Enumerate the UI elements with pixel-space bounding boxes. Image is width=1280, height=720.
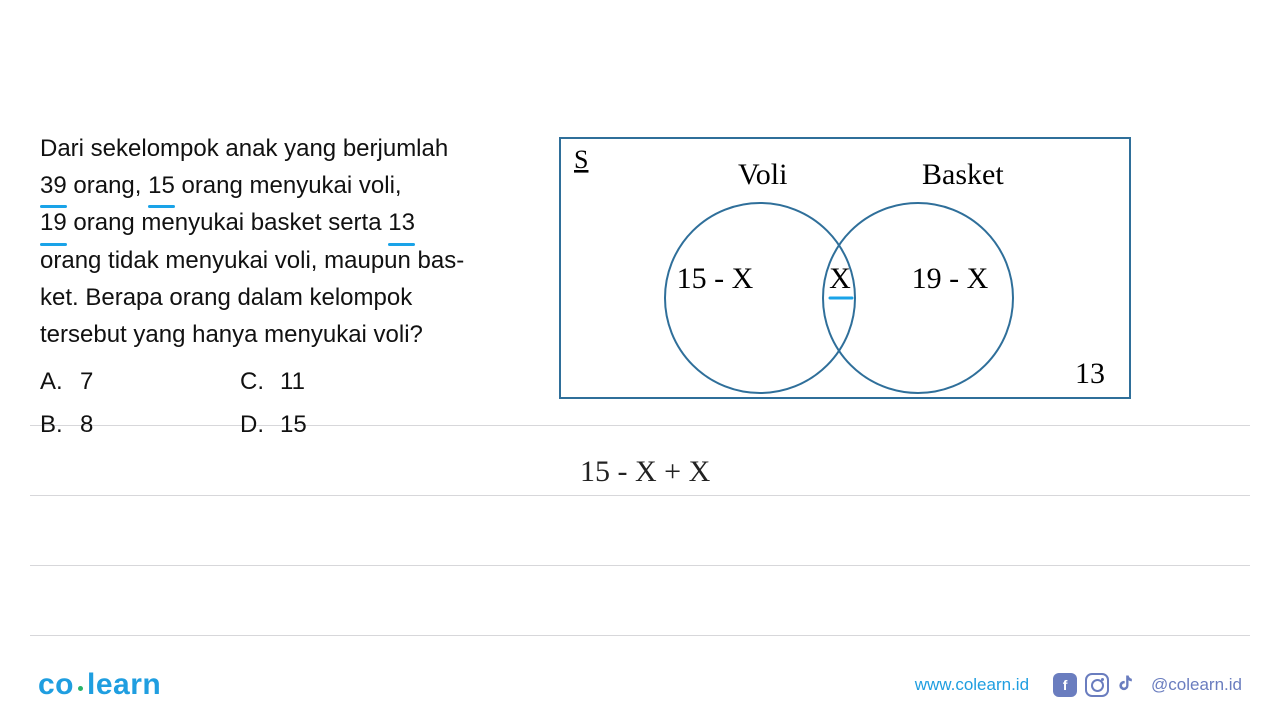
social-icons: f @colearn.id bbox=[1053, 672, 1242, 699]
option-value: 15 bbox=[280, 406, 307, 443]
facebook-icon: f bbox=[1053, 673, 1077, 697]
option-label: A. bbox=[40, 363, 66, 400]
footer: co learn www.colearn.id f @colearn.id bbox=[0, 668, 1280, 702]
colearn-logo: co learn bbox=[38, 668, 161, 702]
option-value: 7 bbox=[80, 363, 93, 400]
q-underlined-number: 19 bbox=[40, 204, 67, 241]
set-label-voli: Voli bbox=[738, 158, 787, 191]
option-d: D. 15 bbox=[240, 406, 440, 443]
option-label: C. bbox=[240, 363, 266, 400]
q-line: tersebut yang hanya menyukai voli? bbox=[40, 321, 423, 348]
ruled-line bbox=[30, 495, 1250, 496]
q-word: orang menyukai voli, bbox=[181, 172, 401, 199]
region-intersection: X bbox=[829, 262, 851, 295]
venn-diagram: S Voli Basket 15 - X X 19 - X 13 bbox=[560, 138, 1140, 418]
circle-voli bbox=[665, 203, 855, 393]
q-underlined-number: 39 bbox=[40, 167, 67, 204]
option-value: 11 bbox=[280, 363, 305, 400]
universe-label: S bbox=[574, 145, 588, 174]
option-value: 8 bbox=[80, 406, 93, 443]
logo-learn: learn bbox=[87, 668, 161, 702]
set-label-basket: Basket bbox=[922, 158, 1004, 191]
social-handle: @colearn.id bbox=[1151, 675, 1242, 695]
instagram-icon bbox=[1085, 673, 1109, 697]
q-line: ket. Berapa orang dalam kelompok bbox=[40, 284, 412, 311]
option-b: B. 8 bbox=[40, 406, 240, 443]
ruled-line bbox=[30, 635, 1250, 636]
venn-svg: S Voli Basket 15 - X X 19 - X 13 bbox=[560, 138, 1140, 418]
q-word: orang, bbox=[73, 172, 148, 199]
q-underlined-number: 15 bbox=[148, 167, 175, 204]
option-a: A. 7 bbox=[40, 363, 240, 400]
footer-url: www.colearn.id bbox=[915, 675, 1029, 695]
option-label: B. bbox=[40, 406, 66, 443]
q-word: orang menyukai basket serta bbox=[73, 209, 388, 236]
q-line: Dari sekelompok anak yang berjumlah bbox=[40, 135, 448, 162]
answer-options: A. 7 C. 11 B. 8 D. 15 bbox=[40, 363, 520, 443]
logo-dot-icon bbox=[78, 686, 83, 691]
region-basket-only: 19 - X bbox=[912, 262, 989, 295]
option-c: C. 11 bbox=[240, 363, 440, 400]
logo-co: co bbox=[38, 668, 74, 702]
option-label: D. bbox=[240, 406, 266, 443]
tiktok-icon bbox=[1117, 672, 1137, 699]
q-line: orang tidak menyukai voli, maupun bas- bbox=[40, 247, 464, 274]
region-outside: 13 bbox=[1075, 357, 1105, 390]
ruled-line bbox=[30, 565, 1250, 566]
working-expression: 15 - X + X bbox=[580, 455, 710, 489]
q-underlined-number: 13 bbox=[388, 204, 415, 241]
region-voli-only: 15 - X bbox=[677, 262, 754, 295]
question-text: Dari sekelompok anak yang berjumlah 39 o… bbox=[40, 130, 520, 444]
